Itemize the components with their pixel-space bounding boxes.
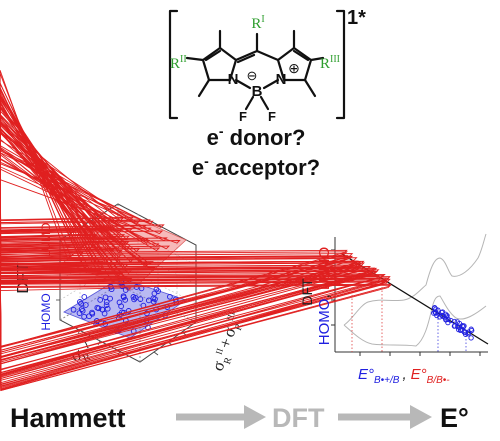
- lumo-point: [0, 97, 100, 251]
- homo-marker: [439, 309, 446, 315]
- homo-point: [78, 306, 85, 312]
- left-square-bracket: [168, 9, 179, 120]
- homo-marker: [468, 326, 474, 332]
- substituent-r3: RIII: [320, 54, 340, 72]
- y-axis-label: σRII+σRIII: [208, 310, 249, 374]
- atom-b: B: [252, 83, 263, 100]
- homo-point: [167, 293, 173, 300]
- homo-point: [130, 294, 137, 300]
- homo-point: [70, 306, 77, 313]
- atom-f-left: F: [239, 109, 247, 124]
- arrow-1: [176, 405, 266, 429]
- step-hammett: Hammett: [10, 403, 126, 433]
- cyclic-voltammogram: [343, 233, 487, 347]
- homo-point: [81, 294, 88, 300]
- lumo-marker: [0, 284, 392, 392]
- homo-marker: [452, 323, 458, 329]
- homo-point: [107, 295, 113, 302]
- homo-marker: [455, 326, 462, 333]
- homo-point: [82, 302, 89, 308]
- substituent-r2: RII: [170, 54, 187, 72]
- plot-2d-xlabel: E°B•+/B, E°B/B•-: [358, 366, 450, 386]
- bracket-label: 1*: [347, 7, 366, 29]
- homo-point: [145, 297, 152, 304]
- homo-scatter: [431, 305, 475, 341]
- plot-2d-ylabel-orbitals: HOMO, LUMO: [316, 247, 333, 345]
- homo-marker: [433, 310, 439, 316]
- homo-point: [122, 287, 129, 293]
- homo-marker: [433, 306, 439, 312]
- homo-point: [150, 295, 157, 302]
- lumo-scatter: [0, 249, 392, 392]
- atom-n-right: N: [276, 71, 287, 88]
- homo-marker: [437, 314, 443, 320]
- plot-2d: DFT HOMO, LUMO E°B•+/B, E°B/B•-: [0, 233, 489, 392]
- homo-point: [155, 288, 161, 294]
- homo-marker: [445, 316, 451, 323]
- homo-point: [81, 313, 87, 320]
- homo-marker: [434, 312, 440, 319]
- homo-point: [104, 305, 111, 312]
- lumo-marker: [0, 281, 386, 385]
- lumo-marker: [0, 276, 391, 391]
- homo-point: [131, 296, 137, 303]
- homo-marker: [461, 323, 467, 329]
- step-dft: DFT: [272, 403, 325, 433]
- homo-point: [89, 309, 95, 316]
- lumo-points: [0, 70, 181, 292]
- lumo-label: LUMO: [39, 223, 53, 258]
- homo-point: [77, 299, 83, 305]
- atom-n-left: N: [228, 71, 239, 88]
- plot-2d-ylabel-dft: DFT: [299, 278, 315, 306]
- homo-point: [137, 296, 144, 302]
- plot-3d: DFT HOMO LUMO σRI σRII+σRIII: [0, 70, 249, 374]
- homo-point: [103, 302, 110, 308]
- question-acceptor: e- acceptor?: [192, 153, 320, 180]
- homo-marker: [445, 319, 451, 326]
- homo-point: [150, 298, 157, 305]
- homo-point: [118, 303, 124, 310]
- plus-charge: ⊕: [288, 60, 300, 76]
- arrow-2: [338, 405, 432, 429]
- substituent-r1: RI: [251, 14, 264, 32]
- right-square-bracket: [335, 9, 346, 120]
- homo-marker: [468, 335, 474, 341]
- homo-marker: [454, 323, 461, 330]
- homo-marker: [461, 329, 467, 335]
- atom-f-right: F: [268, 109, 276, 124]
- minus-charge: ⊖: [247, 68, 258, 83]
- workflow: Hammett DFT E°: [10, 403, 469, 433]
- bodipy-structure: [168, 9, 346, 120]
- reference-lines-blue: [437, 315, 467, 352]
- homo-point: [122, 297, 129, 303]
- step-e0: E°: [440, 403, 469, 433]
- homo-label: HOMO: [39, 293, 53, 330]
- homo-point: [94, 304, 101, 311]
- homo-point: [97, 297, 104, 303]
- question-donor: e- donor?: [207, 123, 306, 150]
